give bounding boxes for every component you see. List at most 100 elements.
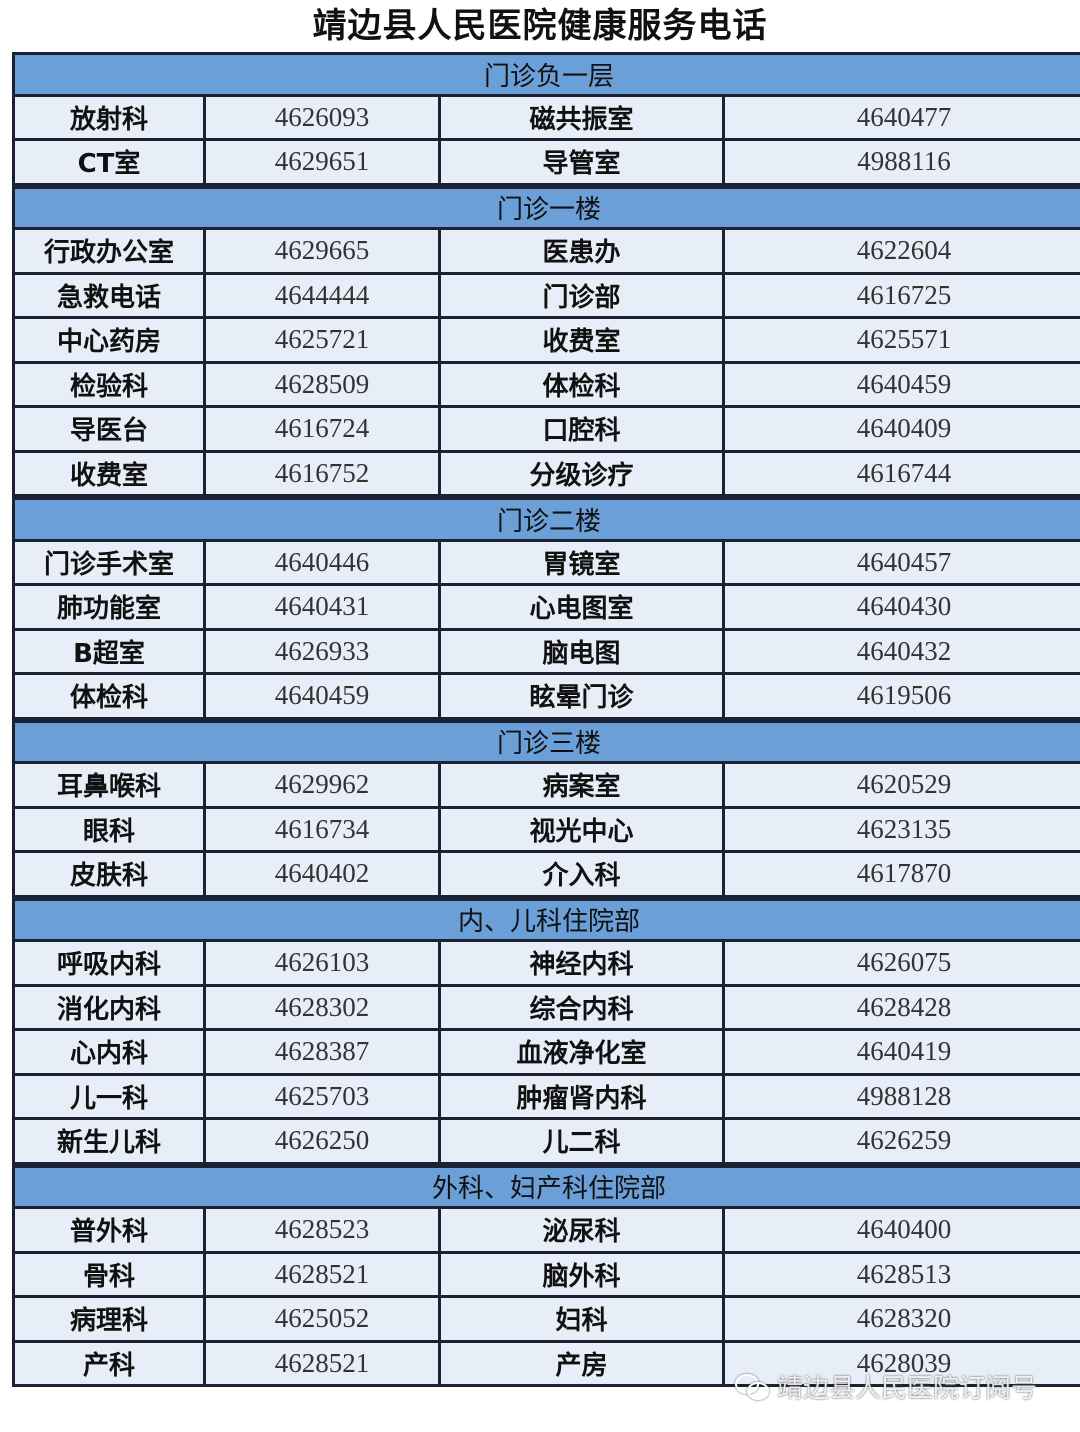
phone-number: 4628521 [206, 1342, 441, 1384]
department-name: 放射科 [15, 96, 206, 138]
department-name: 视光中心 [441, 808, 725, 850]
department-name: 门诊手术室 [15, 541, 206, 583]
department-name: 门诊部 [441, 274, 725, 316]
table-row: CT室 4629651 导管室 4988116 [15, 141, 1080, 186]
department-name: CT室 [15, 141, 206, 183]
phone-number: 4629962 [206, 764, 441, 806]
phone-number: 4644444 [206, 274, 441, 316]
department-name: 病理科 [15, 1298, 206, 1340]
phone-number: 4625721 [206, 319, 441, 361]
phone-number: 4626250 [206, 1120, 441, 1162]
phone-number: 4626103 [206, 942, 441, 984]
phone-number: 4640430 [856, 591, 952, 622]
phone-number: 4628387 [206, 1031, 441, 1073]
department-name: 产科 [15, 1342, 206, 1384]
department-name: B超室 [15, 630, 206, 672]
phone-number: 4629665 [206, 230, 441, 272]
phone-number: 4640446 [206, 541, 441, 583]
department-name: 肺功能室 [15, 586, 206, 628]
phone-number: 4640402 [206, 853, 441, 895]
table-row: 普外科 4628523 泌尿科 4640400 [15, 1209, 1080, 1254]
department-name: 心内科 [15, 1031, 206, 1073]
department-name: 收费室 [441, 319, 725, 361]
phone-number: 4628039 [856, 1347, 952, 1378]
phone-number: 4628521 [206, 1253, 441, 1295]
department-name: 消化内科 [15, 986, 206, 1028]
phone-number: 4616744 [856, 457, 952, 488]
table-row: B超室 4626933 脑电图 4640432 [15, 630, 1080, 675]
phone-number: 4616734 [206, 808, 441, 850]
department-name: 皮肤科 [15, 853, 206, 895]
phone-number: 4622604 [856, 235, 952, 266]
section-header: 外科、妇产科住院部 [15, 1164, 1080, 1209]
department-name: 导管室 [441, 141, 725, 183]
phone-number: 4623135 [856, 813, 952, 844]
table-row: 皮肤科 4640402 介入科 4617870 [15, 853, 1080, 898]
phone-number: 4616752 [206, 452, 441, 494]
table-row: 病理科 4625052 妇科 4628320 [15, 1298, 1080, 1343]
department-name: 体检科 [441, 363, 725, 405]
department-name: 导医台 [15, 408, 206, 450]
phone-number: 4640419 [856, 1036, 952, 1067]
department-name: 肿瘤肾内科 [441, 1075, 725, 1117]
phone-number: 4628523 [206, 1209, 441, 1251]
phone-number: 4625571 [856, 324, 952, 355]
table-row: 产科 4628521 产房 4628039 [15, 1342, 1080, 1387]
table-row: 肺功能室 4640431 心电图室 4640430 [15, 586, 1080, 631]
section-header: 门诊二楼 [15, 497, 1080, 542]
section-header: 内、儿科住院部 [15, 897, 1080, 942]
phone-number: 4625052 [206, 1298, 441, 1340]
department-name: 脑外科 [441, 1253, 725, 1295]
phone-number: 4640432 [856, 635, 952, 666]
phone-number: 4616725 [856, 279, 952, 310]
table-row: 导医台 4616724 口腔科 4640409 [15, 408, 1080, 453]
section-header: 门诊一楼 [15, 185, 1080, 230]
department-name: 泌尿科 [441, 1209, 725, 1251]
table-row: 体检科 4640459 眩晕门诊 4619506 [15, 675, 1080, 720]
section-header: 门诊负一层 [15, 52, 1080, 97]
phone-number: 4640457 [856, 546, 952, 577]
watermark: 靖边县人民医院订阅号 [735, 1368, 1037, 1405]
department-name: 脑电图 [441, 630, 725, 672]
table-row: 消化内科 4628302 综合内科 4628428 [15, 986, 1080, 1031]
department-name: 呼吸内科 [15, 942, 206, 984]
phone-number: 4626259 [856, 1125, 952, 1156]
phone-number: 4628302 [206, 986, 441, 1028]
department-name: 磁共振室 [441, 96, 725, 138]
phone-number: 4619506 [856, 680, 952, 711]
department-name: 行政办公室 [15, 230, 206, 272]
phone-number: 4640409 [856, 413, 952, 444]
phone-number: 4628428 [856, 991, 952, 1022]
department-name: 心电图室 [441, 586, 725, 628]
table-row: 儿一科 4625703 肿瘤肾内科 4988128 [15, 1075, 1080, 1120]
phone-number: 4620529 [856, 769, 952, 800]
department-name: 儿一科 [15, 1075, 206, 1117]
table-row: 眼科 4616734 视光中心 4623135 [15, 808, 1080, 853]
phone-number: 4988116 [857, 146, 951, 177]
page-title: 靖边县人民医院健康服务电话 [312, 6, 768, 46]
phone-number: 4626933 [206, 630, 441, 672]
table-row: 急救电话 4644444 门诊部 4616725 [15, 274, 1080, 319]
table-row: 收费室 4616752 分级诊疗 4616744 [15, 452, 1080, 497]
phone-number: 4626093 [206, 96, 441, 138]
department-name: 眩晕门诊 [441, 675, 725, 717]
department-name: 骨科 [15, 1253, 206, 1295]
table-row: 行政办公室 4629665 医患办 4622604 [15, 230, 1080, 275]
phone-number: 4640431 [206, 586, 441, 628]
table-row: 门诊手术室 4640446 胃镜室 4640457 [15, 541, 1080, 586]
phone-number: 4628509 [206, 363, 441, 405]
table-row: 耳鼻喉科 4629962 病案室 4620529 [15, 764, 1080, 809]
phone-directory-table: 门诊负一层 放射科 4626093 磁共振室 4640477 CT室 4629651 导管室 4… [12, 52, 1080, 1387]
table-row: 呼吸内科 4626103 神经内科 4626075 [15, 942, 1080, 987]
wechat-icon [735, 1372, 771, 1402]
table-row: 心内科 4628387 血液净化室 4640419 [15, 1031, 1080, 1076]
phone-number: 4616724 [206, 408, 441, 450]
department-name: 儿二科 [441, 1120, 725, 1162]
department-name: 体检科 [15, 675, 206, 717]
phone-number: 4640459 [206, 675, 441, 717]
table-row: 检验科 4628509 体检科 4640459 [15, 363, 1080, 408]
department-name: 分级诊疗 [441, 452, 725, 494]
phone-number: 4629651 [206, 141, 441, 183]
section-header: 门诊三楼 [15, 719, 1080, 764]
phone-number: 4640477 [856, 101, 952, 132]
